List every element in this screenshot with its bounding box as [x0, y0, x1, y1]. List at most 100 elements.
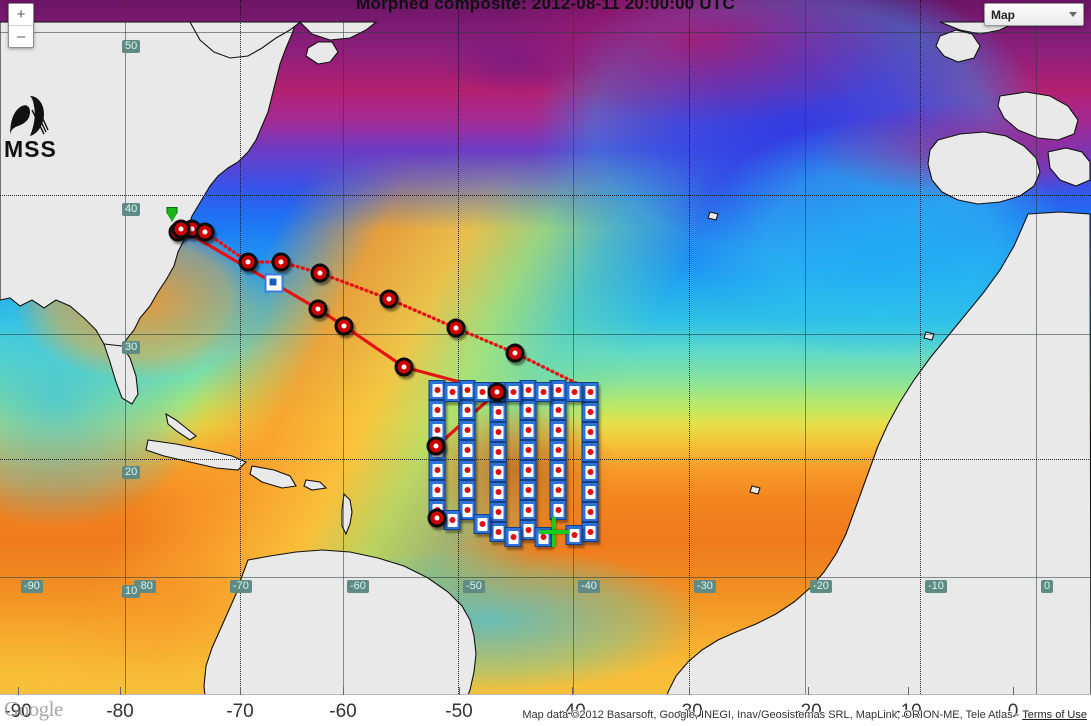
gridline-lon-80	[240, 0, 241, 726]
waypoint-glyph	[493, 505, 503, 519]
storm-track-marker[interactable]	[308, 299, 328, 319]
storm-track-marker[interactable]	[310, 263, 330, 283]
x-axis-tick-mark	[572, 687, 573, 695]
survey-waypoint-marker[interactable]	[519, 500, 537, 520]
maptype-dropdown[interactable]: Map	[984, 3, 1084, 26]
survey-waypoint-marker[interactable]	[519, 480, 537, 500]
maptype-label: Map	[991, 7, 1015, 22]
waypoint-glyph	[585, 465, 595, 479]
graticule-lon-label: -50	[463, 580, 485, 593]
survey-waypoint-marker[interactable]	[565, 525, 583, 545]
survey-waypoint-marker[interactable]	[443, 382, 461, 402]
survey-waypoint-marker[interactable]	[504, 527, 522, 547]
attribution: Map data ©2012 Basarsoft, Google, INEGI,…	[522, 709, 1087, 721]
survey-waypoint-marker[interactable]	[428, 400, 446, 420]
survey-waypoint-marker[interactable]	[458, 440, 476, 460]
survey-waypoint-marker[interactable]	[581, 522, 599, 542]
graticule-lat-label: 40	[122, 203, 141, 216]
survey-waypoint-marker[interactable]	[534, 527, 552, 547]
land-iberia	[927, 131, 1041, 205]
survey-waypoint-marker[interactable]	[549, 440, 567, 460]
storm-track-marker[interactable]	[271, 252, 291, 272]
survey-waypoint-marker[interactable]	[581, 442, 599, 462]
land-italy-med	[1047, 147, 1091, 187]
gridline-lon-90	[125, 0, 126, 726]
waypoint-glyph	[462, 383, 472, 397]
survey-waypoint-marker[interactable]	[504, 382, 522, 402]
chevron-down-icon	[1069, 12, 1077, 17]
storm-track-marker[interactable]	[426, 436, 446, 456]
survey-waypoint-marker[interactable]	[581, 422, 599, 442]
survey-waypoint-marker[interactable]	[519, 400, 537, 420]
storm-track-marker[interactable]	[379, 289, 399, 309]
land-greenland-south	[298, 21, 378, 41]
waypoint-glyph	[462, 483, 472, 497]
survey-waypoint-marker[interactable]	[519, 440, 537, 460]
survey-waypoint-marker[interactable]	[581, 482, 599, 502]
survey-waypoint-marker[interactable]	[473, 514, 491, 534]
storm-track-marker[interactable]	[238, 252, 258, 272]
survey-waypoint-marker[interactable]	[519, 420, 537, 440]
survey-waypoint-marker[interactable]	[428, 480, 446, 500]
survey-waypoint-marker[interactable]	[458, 480, 476, 500]
waypoint-glyph	[432, 423, 442, 437]
survey-waypoint-marker[interactable]	[581, 462, 599, 482]
storm-track-marker[interactable]	[446, 318, 466, 338]
land-hispaniola	[249, 465, 297, 489]
storm-track-marker[interactable]	[487, 382, 507, 402]
storm-track-marker[interactable]	[171, 219, 191, 239]
survey-waypoint-marker[interactable]	[458, 420, 476, 440]
graticule-lon-label: -30	[694, 580, 716, 593]
mss-logo-text: MSS	[4, 136, 57, 162]
survey-waypoint-marker[interactable]	[549, 380, 567, 400]
survey-waypoint-marker[interactable]	[549, 420, 567, 440]
waypoint-glyph	[523, 503, 533, 517]
selected-waypoint-marker[interactable]	[264, 273, 284, 293]
survey-waypoint-marker[interactable]	[428, 460, 446, 480]
land-africa-northwest	[663, 211, 1091, 726]
survey-waypoint-marker[interactable]	[489, 502, 507, 522]
storm-track-marker[interactable]	[334, 316, 354, 336]
gridline-lat-40	[0, 195, 1091, 196]
terms-of-use-link[interactable]: Terms of Use	[1022, 709, 1087, 721]
survey-waypoint-marker[interactable]	[458, 400, 476, 420]
survey-waypoint-marker[interactable]	[534, 382, 552, 402]
storm-track-marker[interactable]	[427, 508, 447, 528]
storm-track-marker[interactable]	[505, 343, 525, 363]
x-axis: -90 -80 -70 -60 -50 -40 -30 -20 -10 0	[0, 687, 1091, 726]
x-axis-tick-label: -40	[558, 701, 586, 722]
waypoint-glyph	[523, 523, 533, 537]
survey-waypoint-marker[interactable]	[489, 402, 507, 422]
graticule-lon-label: 0	[1041, 580, 1054, 593]
x-axis-tick-label: -10	[894, 701, 922, 722]
land-british-isles	[935, 29, 981, 63]
storm-track-marker[interactable]	[394, 357, 414, 377]
graticule-lat-label: 50	[122, 40, 141, 53]
graticule-lon-label: -10	[925, 580, 947, 593]
storm-track-marker[interactable]	[195, 222, 215, 242]
survey-waypoint-marker[interactable]	[565, 382, 583, 402]
survey-waypoint-marker[interactable]	[549, 480, 567, 500]
zoom-control: + –	[8, 3, 34, 48]
waypoint-glyph	[553, 383, 563, 397]
survey-waypoint-marker[interactable]	[549, 460, 567, 480]
survey-waypoint-marker[interactable]	[581, 402, 599, 422]
waypoint-glyph	[432, 383, 442, 397]
survey-waypoint-marker[interactable]	[489, 462, 507, 482]
waypoint-glyph	[585, 525, 595, 539]
survey-waypoint-marker[interactable]	[581, 502, 599, 522]
survey-waypoint-marker[interactable]	[489, 422, 507, 442]
survey-waypoint-marker[interactable]	[489, 442, 507, 462]
land-newfoundland	[305, 41, 339, 65]
survey-waypoint-marker[interactable]	[549, 500, 567, 520]
x-axis-tick-mark	[343, 687, 344, 695]
survey-waypoint-marker[interactable]	[581, 382, 599, 402]
gridline-lon-70	[343, 0, 344, 726]
survey-waypoint-marker[interactable]	[489, 482, 507, 502]
survey-waypoint-marker[interactable]	[549, 400, 567, 420]
survey-waypoint-marker[interactable]	[519, 460, 537, 480]
zoom-in-button[interactable]: +	[9, 4, 33, 26]
survey-waypoint-marker[interactable]	[458, 460, 476, 480]
zoom-out-button[interactable]: –	[16, 28, 26, 45]
gridline-lon-10	[1036, 0, 1037, 726]
